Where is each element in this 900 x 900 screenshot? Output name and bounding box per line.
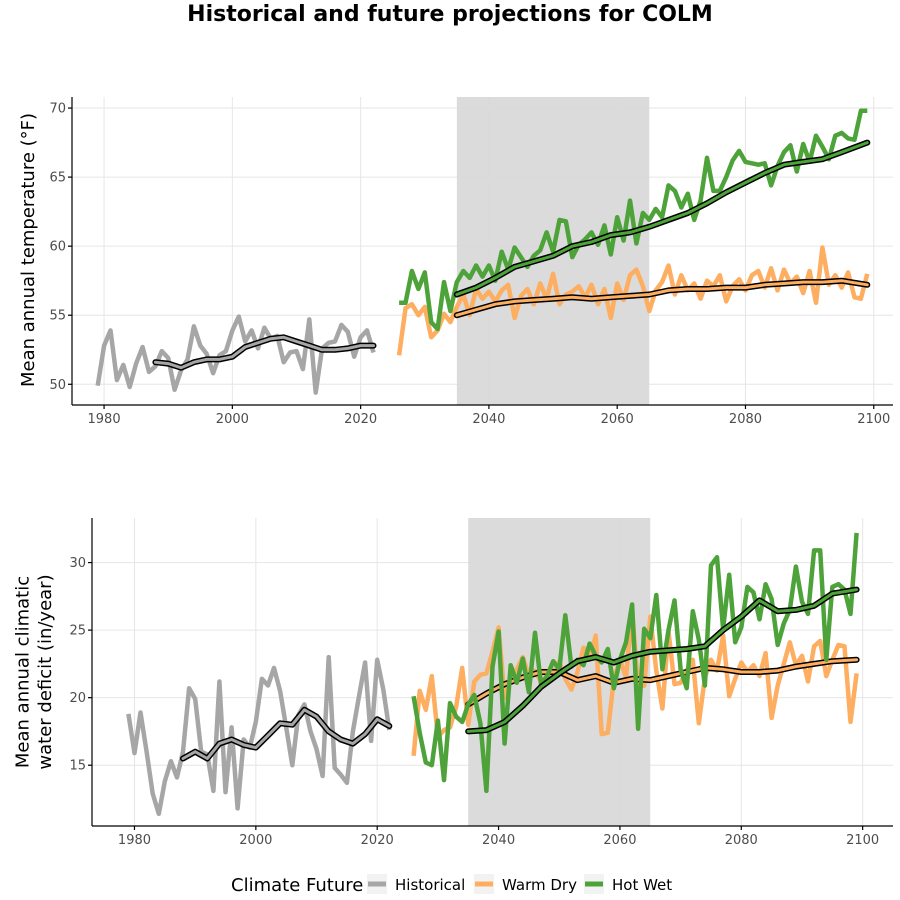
x-tick-label: 1980 bbox=[88, 412, 121, 427]
x-tick-label: 2080 bbox=[725, 833, 758, 848]
x-tick-label: 2020 bbox=[344, 412, 377, 427]
x-tick-label: 2100 bbox=[846, 833, 879, 848]
y-tick-label: 30 bbox=[69, 556, 86, 571]
y-tick-label: 55 bbox=[49, 309, 66, 324]
x-tick-label: 2040 bbox=[472, 412, 505, 427]
y-tick-label: 65 bbox=[49, 171, 66, 186]
y-tick-label: 25 bbox=[69, 624, 86, 639]
y-tick-label: 15 bbox=[69, 759, 86, 774]
legend: Climate Future Historical Warm Dry Hot Wet bbox=[231, 874, 672, 896]
chart-title: Historical and future projections for CO… bbox=[187, 2, 713, 27]
legend-title: Climate Future bbox=[231, 875, 363, 896]
y-tick-label: 50 bbox=[49, 378, 66, 393]
warm-dry-smoothed-line bbox=[455, 279, 869, 317]
legend-label: Hot Wet bbox=[612, 876, 672, 894]
hot-wet-smoothed-line bbox=[455, 141, 869, 296]
hot-wet-series-line bbox=[411, 532, 859, 794]
historical-series-line bbox=[126, 654, 392, 817]
y-axis-label: Mean annual temperature (°F) bbox=[18, 113, 39, 387]
legend-label: Historical bbox=[395, 876, 465, 894]
historical-smoothed-line bbox=[153, 335, 375, 370]
y-axis-label: Mean annual climaticwater deficit (in/ye… bbox=[12, 574, 56, 769]
historical-smoothed-line bbox=[181, 708, 391, 760]
legend-label: Warm Dry bbox=[502, 876, 577, 894]
x-tick-label: 2000 bbox=[239, 833, 272, 848]
x-tick-label: 2100 bbox=[857, 412, 890, 427]
y-tick-label: 60 bbox=[49, 240, 66, 255]
temperature-panel: 1980 2000 2020 2040 2060 2080 2100 50 55 60 65 70 Me… bbox=[18, 97, 893, 427]
x-tick-label: 2060 bbox=[603, 833, 636, 848]
hot-wet-series-line bbox=[399, 108, 868, 332]
x-tick-label: 2080 bbox=[729, 412, 762, 427]
y-tick-label: 20 bbox=[69, 691, 86, 706]
water-deficit-panel: 1980 2000 2020 2040 2060 2080 2100 15 20 25 30 Mean… bbox=[12, 518, 893, 848]
y-tick-label: 70 bbox=[49, 102, 66, 117]
x-tick-label: 2060 bbox=[601, 412, 634, 427]
x-tick-label: 2020 bbox=[361, 833, 394, 848]
x-tick-label: 1980 bbox=[118, 833, 151, 848]
x-tick-label: 2040 bbox=[482, 833, 515, 848]
x-tick-label: 2000 bbox=[216, 412, 249, 427]
historical-series-line bbox=[95, 314, 376, 395]
hot-wet-smoothed-line bbox=[466, 588, 859, 733]
